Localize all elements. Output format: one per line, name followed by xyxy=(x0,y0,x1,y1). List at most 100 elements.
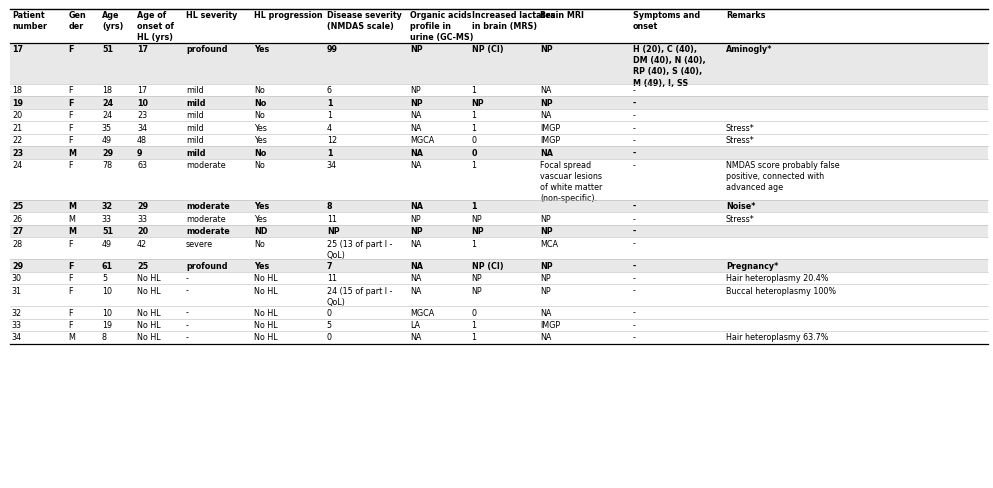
Text: 1: 1 xyxy=(472,320,477,329)
Text: NA: NA xyxy=(410,202,423,211)
Text: F: F xyxy=(69,136,73,145)
Text: 17: 17 xyxy=(12,45,23,54)
Text: No: No xyxy=(254,111,265,120)
Bar xyxy=(10,10,988,44)
Text: NP (CI): NP (CI) xyxy=(472,45,503,54)
Bar xyxy=(10,159,988,200)
Text: 1: 1 xyxy=(472,111,477,120)
Text: NA: NA xyxy=(410,286,421,295)
Text: 34: 34 xyxy=(137,123,147,132)
Text: 10: 10 xyxy=(102,286,112,295)
Text: Noise*: Noise* xyxy=(726,202,756,211)
Text: 0: 0 xyxy=(472,148,477,157)
Bar xyxy=(10,213,988,225)
Text: 33: 33 xyxy=(102,214,112,223)
Text: 34: 34 xyxy=(12,333,22,342)
Text: 24: 24 xyxy=(102,111,112,120)
Bar xyxy=(10,331,988,344)
Text: 1: 1 xyxy=(327,99,333,107)
Text: 51: 51 xyxy=(102,45,113,54)
Text: NP: NP xyxy=(540,273,551,283)
Text: No HL: No HL xyxy=(137,273,161,283)
Text: M: M xyxy=(69,202,76,211)
Text: Yes: Yes xyxy=(254,45,270,54)
Text: ND: ND xyxy=(254,226,268,236)
Text: No HL: No HL xyxy=(254,333,278,342)
Text: moderate: moderate xyxy=(186,226,229,236)
Text: Gen
der: Gen der xyxy=(69,11,86,31)
Text: 32: 32 xyxy=(12,308,22,317)
Text: NP: NP xyxy=(472,286,483,295)
Text: No HL: No HL xyxy=(137,333,161,342)
Text: -: - xyxy=(186,320,189,329)
Text: NP (CI): NP (CI) xyxy=(472,261,503,270)
Text: F: F xyxy=(69,45,74,54)
Text: IMGP: IMGP xyxy=(540,136,560,145)
Text: mild: mild xyxy=(186,86,204,95)
Text: moderate: moderate xyxy=(186,202,229,211)
Text: profound: profound xyxy=(186,261,227,270)
Text: -: - xyxy=(633,202,637,211)
Text: NP: NP xyxy=(472,273,483,283)
Text: 99: 99 xyxy=(327,45,338,54)
Text: 19: 19 xyxy=(102,320,112,329)
Text: F: F xyxy=(69,123,73,132)
Text: 29: 29 xyxy=(137,202,148,211)
Text: 1: 1 xyxy=(472,239,477,248)
Text: F: F xyxy=(69,161,73,170)
Text: 4: 4 xyxy=(327,123,332,132)
Text: Age of
onset of
HL (yrs): Age of onset of HL (yrs) xyxy=(137,11,174,42)
Text: 49: 49 xyxy=(102,136,112,145)
Text: -: - xyxy=(633,148,637,157)
Text: 63: 63 xyxy=(137,161,147,170)
Text: -: - xyxy=(633,333,636,342)
Text: 12: 12 xyxy=(327,136,337,145)
Text: Hair heteroplasmy 20.4%: Hair heteroplasmy 20.4% xyxy=(726,273,828,283)
Text: NA: NA xyxy=(410,148,423,157)
Text: 5: 5 xyxy=(102,273,107,283)
Text: -: - xyxy=(633,99,637,107)
Text: -: - xyxy=(633,161,636,170)
Text: 25: 25 xyxy=(12,202,23,211)
Text: -: - xyxy=(186,286,189,295)
Text: 10: 10 xyxy=(102,308,112,317)
Text: NP: NP xyxy=(410,45,423,54)
Text: Patient
number: Patient number xyxy=(12,11,47,31)
Text: 25 (13 of part I -
QoL): 25 (13 of part I - QoL) xyxy=(327,239,392,259)
Text: 1: 1 xyxy=(472,123,477,132)
Text: 0: 0 xyxy=(327,308,332,317)
Text: 48: 48 xyxy=(137,136,147,145)
Text: NP: NP xyxy=(327,226,340,236)
Text: Remarks: Remarks xyxy=(726,11,766,20)
Text: 20: 20 xyxy=(137,226,148,236)
Text: 29: 29 xyxy=(102,148,113,157)
Text: NA: NA xyxy=(410,261,423,270)
Text: 26: 26 xyxy=(12,214,22,223)
Text: 34: 34 xyxy=(327,161,337,170)
Text: mild: mild xyxy=(186,148,206,157)
Text: Stress*: Stress* xyxy=(726,136,755,145)
Bar xyxy=(10,306,988,319)
Text: Stress*: Stress* xyxy=(726,123,755,132)
Text: 1: 1 xyxy=(472,333,477,342)
Text: 18: 18 xyxy=(102,86,112,95)
Text: F: F xyxy=(69,86,73,95)
Text: profound: profound xyxy=(186,45,227,54)
Text: F: F xyxy=(69,273,73,283)
Text: No HL: No HL xyxy=(137,308,161,317)
Text: 0: 0 xyxy=(472,136,477,145)
Bar xyxy=(10,272,988,285)
Text: -: - xyxy=(633,111,636,120)
Text: 9: 9 xyxy=(137,148,143,157)
Text: NA: NA xyxy=(410,273,421,283)
Text: 42: 42 xyxy=(137,239,147,248)
Text: 5: 5 xyxy=(327,320,332,329)
Text: M: M xyxy=(69,226,76,236)
Text: Buccal heteroplasmy 100%: Buccal heteroplasmy 100% xyxy=(726,286,836,295)
Text: 23: 23 xyxy=(137,111,147,120)
Text: F: F xyxy=(69,320,73,329)
Bar xyxy=(10,319,988,331)
Text: F: F xyxy=(69,261,74,270)
Text: NA: NA xyxy=(540,308,551,317)
Bar xyxy=(10,225,988,238)
